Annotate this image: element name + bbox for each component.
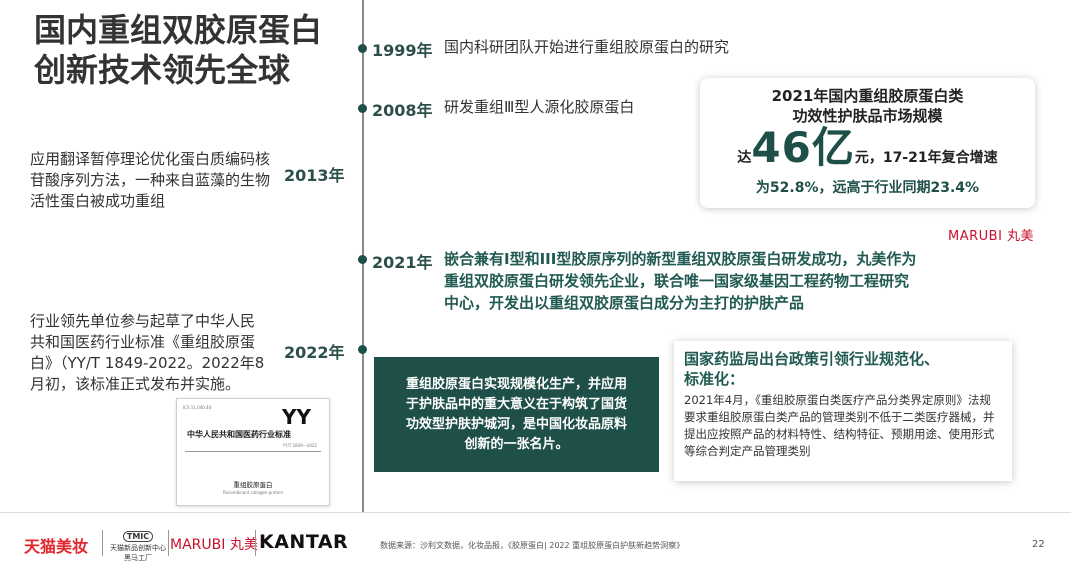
year-2013: 2013年 xyxy=(284,166,345,185)
timeline-dot-2021 xyxy=(358,255,367,264)
doc-rule xyxy=(185,451,321,452)
timeline-dot-2022 xyxy=(358,345,367,354)
event-2021-line-2: 重组双胶原蛋白研发领先企业，联合唯一国家级基因工程药物工程研究 xyxy=(444,272,910,290)
event-2022: 行业领先单位参与起草了中华人民共和国医药行业标准《重组胶原蛋白》（YY/T 18… xyxy=(30,312,265,393)
title-line-1: 国内重组双胶原蛋白 xyxy=(34,11,323,49)
timeline-dot-1999 xyxy=(358,44,367,53)
market-title-line-1: 2021年国内重组胶原蛋白类 xyxy=(771,87,964,105)
policy-heading-line-1: 国家药监局出台政策引领行业规范化、 xyxy=(684,350,940,368)
year-2021: 2021年 xyxy=(372,253,433,272)
tmic-sub-2: 黑马工厂 xyxy=(124,554,152,562)
footer-separator xyxy=(168,530,169,556)
highlight-line-4: 创新的一张名片。 xyxy=(464,437,569,452)
tmic-badge: TMIC xyxy=(122,531,154,542)
tmall-beauty-logo: 天猫美妆 xyxy=(24,537,89,556)
timeline-dot-2008 xyxy=(358,104,367,113)
doc-standard-org: 中华人民共和国医药行业标准 xyxy=(187,430,291,439)
event-1999: 国内科研团队开始进行重组胶原蛋白的研究 xyxy=(444,38,730,56)
event-2021-line-1: 嵌合兼有I型和III型胶原序列的新型重组双胶原蛋白研发成功，丸美作为 xyxy=(444,250,917,268)
footer-marubi-logo: MARUBI 丸美 xyxy=(170,537,258,553)
highlight-line-3: 功效型护肤护城河，是中国化妆品原料 xyxy=(405,417,627,432)
market-size-card: 2021年国内重组胶原蛋白类 功效性护肤品市场规模 达46亿元，17-21年复合… xyxy=(700,78,1035,208)
doc-name: 重组胶原蛋白 xyxy=(233,481,273,489)
doc-yy-mark: YY xyxy=(282,405,311,429)
event-2008: 研发重组Ⅲ型人源化胶原蛋白 xyxy=(444,98,635,116)
year-1999: 1999年 xyxy=(372,41,433,60)
footer-divider xyxy=(0,512,1071,513)
event-2021-line-3: 中心，开发出以重组双胶原蛋白成分为主打的护肤产品 xyxy=(444,294,805,312)
policy-body: 2021年4月，《重组胶原蛋白类医疗产品分类界定原则》法规要求重组胶原蛋白类产品… xyxy=(684,393,995,458)
standard-document-image: ICS 11.040.40 YY 中华人民共和国医药行业标准 YY/T 1849… xyxy=(176,398,330,506)
market-suffix: 元，17-21年复合增速 xyxy=(854,150,998,166)
market-value: 46亿 xyxy=(751,123,855,172)
year-2022: 2022年 xyxy=(284,343,345,362)
marubi-logo: MARUBI 丸美 xyxy=(948,229,1035,244)
highlight-line-1: 重组胶原蛋白实现规模化生产，并应用 xyxy=(405,377,627,392)
market-value-row: 达46亿元，17-21年复合增速 xyxy=(700,127,1035,178)
footer-separator xyxy=(255,530,256,556)
tmic-sub-1: 天猫新品创新中心 xyxy=(110,544,166,552)
market-title-line-2: 功效性护肤品市场规模 xyxy=(792,107,943,125)
page-number: 22 xyxy=(1032,539,1045,550)
kantar-logo: KANTAR xyxy=(259,531,349,553)
title-line-2: 创新技术领先全球 xyxy=(34,51,291,89)
data-source: 数据来源：沙利文数据，化妆品报，《胶原蛋白| 2022 重组胶原蛋白护肤新趋势洞… xyxy=(380,541,685,550)
highlight-box: 重组胶原蛋白实现规模化生产，并应用 于护肤品中的重大意义在于构筑了国货 功效型护… xyxy=(374,357,659,472)
doc-code: YY/T 1849—2022 xyxy=(282,443,317,448)
market-prefix: 达 xyxy=(737,150,752,166)
highlight-line-2: 于护肤品中的重大意义在于构筑了国货 xyxy=(405,397,627,412)
footer-separator xyxy=(102,530,103,556)
page-title: 国内重组双胶原蛋白 创新技术领先全球 xyxy=(34,10,354,90)
year-2008: 2008年 xyxy=(372,101,433,120)
event-2013: 应用翻译暂停理论优化蛋白质编码核苷酸序列方法，一种来自蓝藻的生物活性蛋白被成功重… xyxy=(30,150,271,210)
policy-heading-line-2: 标准化： xyxy=(684,370,745,388)
policy-card: 国家药监局出台政策引领行业规范化、 标准化： 2021年4月，《重组胶原蛋白类医… xyxy=(674,341,1012,481)
doc-english-name: Recombinant collagen protein xyxy=(223,490,283,495)
doc-ics-code: ICS 11.040.40 xyxy=(183,405,212,410)
event-2021: 嵌合兼有I型和III型胶原序列的新型重组双胶原蛋白研发成功，丸美作为 重组双胶原… xyxy=(444,248,1044,314)
tmic-logo: TMIC 天猫新品创新中心 黑马工厂 xyxy=(108,524,168,563)
market-growth-line: 为52.8%，远高于行业同期23.4% xyxy=(755,180,980,196)
